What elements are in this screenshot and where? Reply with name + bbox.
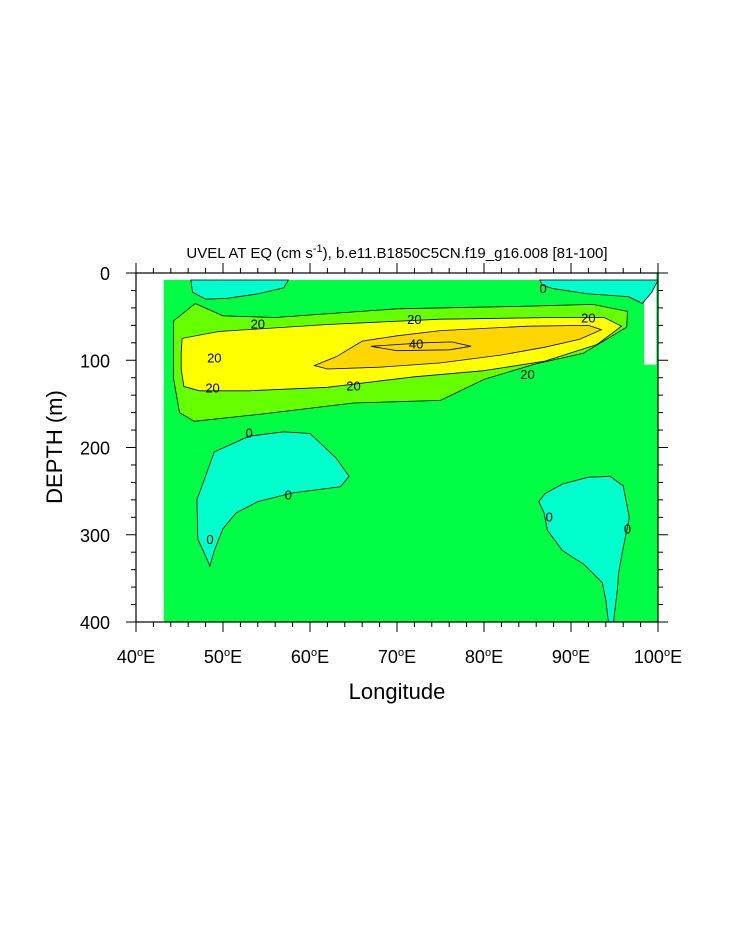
x-tick-degree: o <box>224 647 230 659</box>
x-tick-suffix: E <box>491 647 503 667</box>
title-rest: ), b.e11.B1850C5CN.f19_g16.008 [81-100] <box>323 245 608 262</box>
contour-label: 20 <box>407 312 421 327</box>
contour-label: 0 <box>285 488 292 503</box>
x-tick-label: 100oE <box>634 647 682 667</box>
contour-region-neg-top-left <box>190 279 289 300</box>
contour-label: 20 <box>346 379 360 394</box>
x-tick-label: 50oE <box>204 647 242 667</box>
contour-label: 0 <box>546 509 553 524</box>
x-tick-label: 40oE <box>117 647 155 667</box>
x-tick-degree: o <box>311 647 317 659</box>
x-tick-degree: o <box>572 647 578 659</box>
contour-region-neg-top-right <box>539 279 659 304</box>
contour-label: 20 <box>205 380 219 395</box>
contour-label: 20 <box>207 351 221 366</box>
x-tick-suffix: E <box>404 647 416 667</box>
title-main: UVEL AT EQ (cm s <box>186 245 312 262</box>
contour-label: 40 <box>409 337 423 352</box>
x-tick-number: 80 <box>465 647 485 667</box>
y-axis-title: DEPTH (m) <box>42 390 67 504</box>
y-tick-label: 300 <box>80 526 110 546</box>
x-tick-label: 80oE <box>465 647 503 667</box>
x-tick-suffix: E <box>230 647 242 667</box>
x-tick-number: 50 <box>204 647 224 667</box>
x-tick-number: 40 <box>117 647 137 667</box>
contour-label: 20 <box>520 367 534 382</box>
x-tick-degree: o <box>398 647 404 659</box>
x-tick-degree: o <box>664 647 670 659</box>
x-tick-number: 90 <box>552 647 572 667</box>
contour-region-neg-mid-left <box>196 431 350 568</box>
contour-label: 0 <box>624 522 631 537</box>
x-tick-label: 60oE <box>291 647 329 667</box>
x-tick-degree: o <box>137 647 143 659</box>
x-tick-suffix: E <box>670 647 682 667</box>
tick-layer: 40oE 50oE 60oE 70oE 80oE 90oE 100oE01002003004… <box>80 263 682 667</box>
x-axis-title: Longitude <box>349 679 446 704</box>
y-tick-label: 100 <box>80 351 110 371</box>
contour-label: 0 <box>245 426 252 441</box>
contour-label: 20 <box>581 310 595 325</box>
x-tick-label: 90oE <box>552 647 590 667</box>
contour-label-layer: 0 20 20 20 40 20 20 20 20 0 0 0 0 0 <box>205 281 631 547</box>
contour-region-neg-bottom-right <box>538 475 630 623</box>
x-tick-number: 100 <box>634 647 664 667</box>
y-tick-label: 0 <box>100 264 110 284</box>
x-tick-suffix: E <box>143 647 155 667</box>
contour-region-core-40 <box>370 341 472 352</box>
contour-label: 20 <box>251 317 265 332</box>
contour-label: 0 <box>540 281 547 296</box>
contour-label: 0 <box>206 532 213 547</box>
x-tick-label: 70oE <box>378 647 416 667</box>
fill-layer <box>163 273 659 623</box>
y-tick-label: 200 <box>80 439 110 459</box>
x-tick-suffix: E <box>578 647 590 667</box>
chart-title: UVEL AT EQ (cm s-1), b.e11.B1850C5CN.f19… <box>186 243 607 262</box>
x-tick-number: 70 <box>378 647 398 667</box>
x-tick-degree: o <box>485 647 491 659</box>
x-tick-suffix: E <box>317 647 329 667</box>
title-exponent: -1 <box>313 243 323 255</box>
x-tick-number: 60 <box>291 647 311 667</box>
y-tick-label: 400 <box>80 613 110 633</box>
